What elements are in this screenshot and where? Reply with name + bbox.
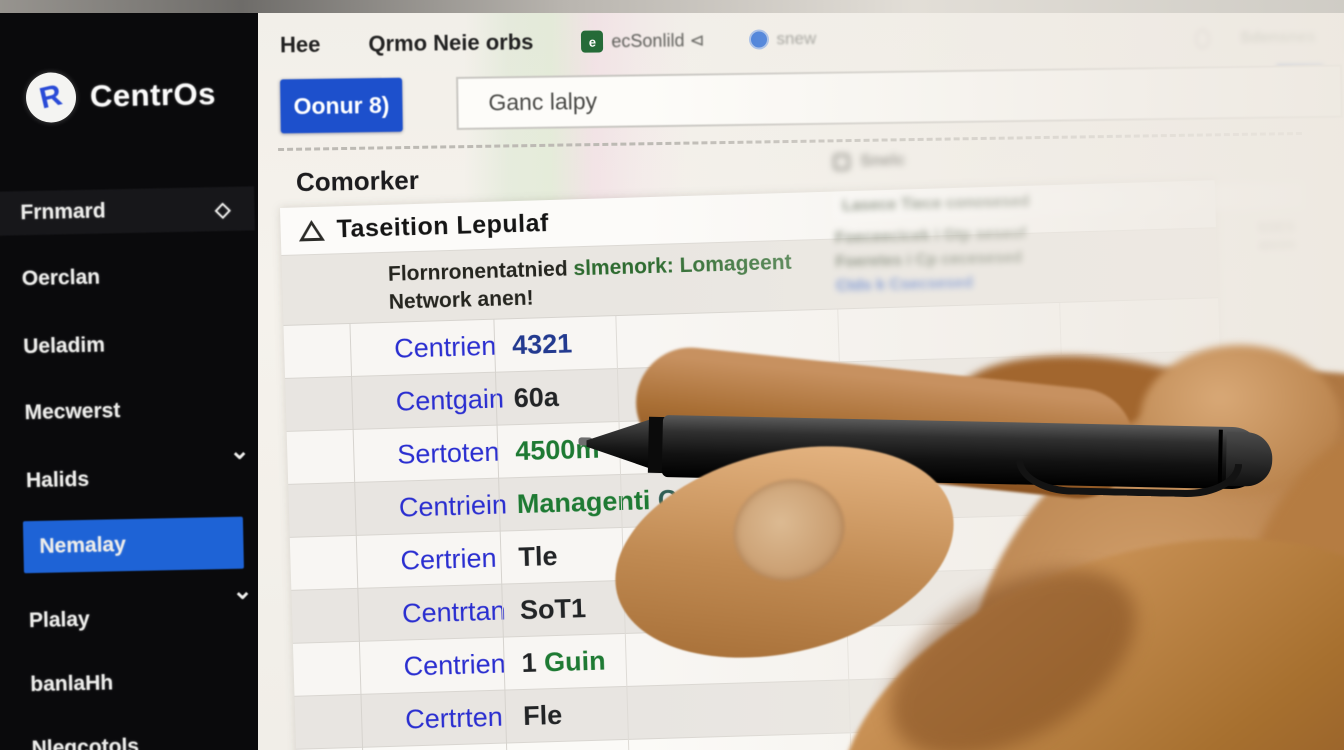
section-title: Taseition Lepulaf (336, 209, 550, 244)
row-value: Tle (518, 540, 558, 573)
menu-item-2[interactable]: Qrmo Neie orbs (368, 29, 534, 57)
badge-label: ecSonlild ⊲ (611, 29, 705, 51)
sidebar-item-label: Halids (25, 467, 90, 493)
pen-clip (1015, 459, 1243, 499)
sidebar-item-label: Frnmard (20, 199, 106, 225)
sidebar-item-label: Oerclan (21, 265, 101, 291)
account-label: snew (776, 28, 817, 49)
monitor-top-edge (0, 0, 1344, 13)
sidebar-item-nemalay[interactable]: Nemalay (22, 516, 244, 574)
sidebar-item-label: Plalay (28, 607, 90, 633)
status-badge[interactable]: e ecSonlild ⊲ (581, 29, 705, 53)
sidebar-item-banlahh[interactable]: banlaHh (6, 658, 265, 707)
subtitle-green: slmenork: Lomageent (573, 250, 792, 281)
panel-link[interactable]: Ctds k Csecsesed (835, 274, 974, 295)
diamond-icon: ◇ (214, 198, 231, 221)
chevron-down-icon[interactable]: ⌄ (232, 577, 253, 605)
chevron-down-icon[interactable]: ⌄ (229, 437, 250, 465)
pen-cone (586, 416, 655, 469)
sidebar-item-plalay[interactable]: Plalay (5, 594, 264, 643)
panel-side-column: SSES asces (1257, 218, 1296, 253)
sidebar-item-label: Nlegcotols (31, 734, 140, 750)
sidebar-nav: Frnmard ◇ Oerclan Ueladim Mecwerst Halids ⌄ Nem… (0, 10, 266, 750)
subtitle-dark: Flornronentatnied (387, 257, 568, 286)
sidebar-item-mecwerst[interactable]: Mecwerst (0, 386, 259, 435)
account-dot-icon (748, 29, 769, 50)
row-name-link[interactable]: Sertoten (396, 436, 500, 470)
row-name-link[interactable]: Centrien (393, 330, 497, 364)
row-value: 4321 (511, 328, 573, 361)
sidebar-item-label: Nemalay (39, 533, 127, 558)
row-name-link[interactable]: Centgain (395, 383, 505, 417)
row-name-link[interactable]: Centrtan (401, 595, 507, 629)
panel-line-1: Lasece Tiece conosesed (833, 182, 1305, 220)
account-chip[interactable]: snew (748, 29, 816, 50)
menu-item-1[interactable]: Hee (279, 31, 321, 58)
green-badge-icon: e (581, 30, 604, 53)
sidebar-item-label: Mecwerst (24, 399, 121, 425)
sidebar: R CentrOs Frnmard ◇ Oerclan Ueladim Mecwerst… (0, 13, 258, 750)
right-panel: Snelc Lasece Tiece conosesed Foeceecicek… (832, 140, 1307, 329)
row-value: 1 Guin (521, 645, 607, 679)
warning-triangle-icon (298, 219, 325, 242)
sidebar-item-ueladim[interactable]: Ueladim (0, 320, 258, 369)
row-value: 60a (513, 381, 560, 414)
row-name-link[interactable]: Certrien (400, 542, 497, 576)
page-title: Comorker (295, 164, 420, 198)
panel-box-icon (832, 152, 851, 171)
sidebar-item-frnmard[interactable]: Frnmard ◇ (0, 186, 255, 236)
sidebar-item-nlegcotols[interactable]: Nlegcotols (7, 722, 266, 750)
header-right-item[interactable]: Sdensnes (1239, 28, 1316, 47)
sidebar-item-halids[interactable]: Halids (2, 454, 261, 503)
row-name-link[interactable]: Centrien (403, 648, 507, 682)
sidebar-item-label: banlaHh (30, 671, 114, 697)
row-name-link[interactable]: Certrten (404, 701, 504, 735)
sidebar-item-oerclan[interactable]: Oerclan (0, 252, 256, 301)
refresh-icon[interactable] (1194, 28, 1211, 49)
primary-action-button[interactable]: Oonur 8) (280, 77, 403, 134)
panel-title: Snelc (859, 150, 906, 171)
row-name-link[interactable]: Centriein (398, 489, 508, 523)
row-value: Fle (522, 699, 563, 732)
sidebar-item-label: Ueladim (23, 333, 106, 359)
row-value: SoT1 (519, 593, 587, 626)
header-right-group: Sdensnesbcessescessnes (1194, 15, 1344, 59)
